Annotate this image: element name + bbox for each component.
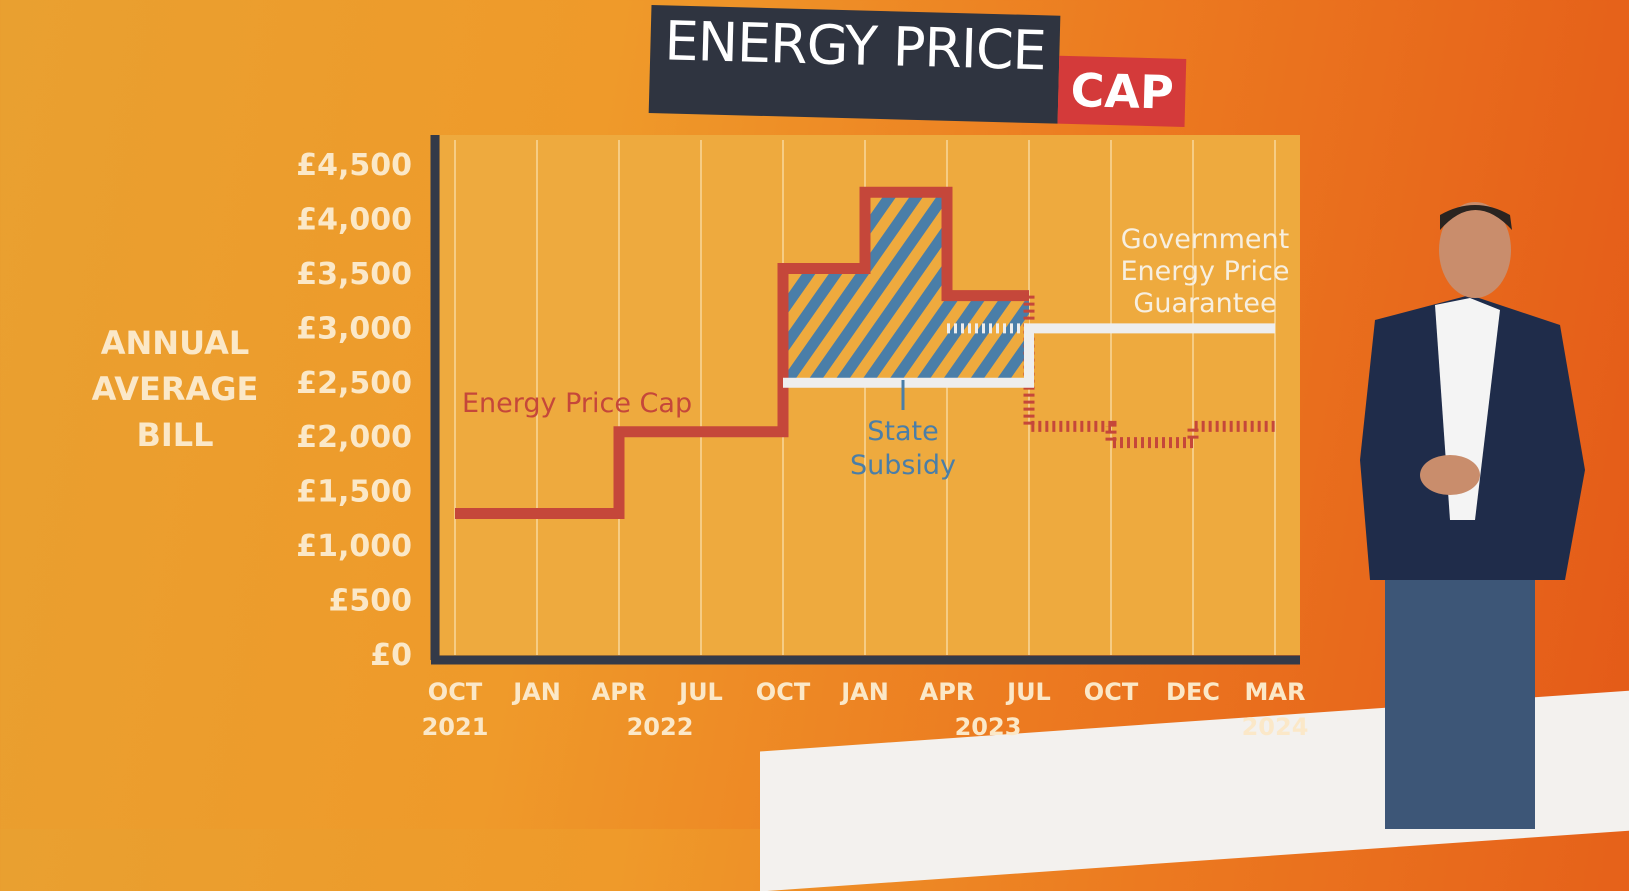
x-tick-label: APR xyxy=(920,678,975,706)
y-tick-label: £500 xyxy=(329,584,413,619)
y-tick-label: £3,000 xyxy=(296,311,412,346)
state-subsidy-area xyxy=(865,192,947,383)
annotation-epg-2: Energy Price xyxy=(1121,256,1290,287)
annotation-epg-1: Government xyxy=(1121,224,1289,255)
x-tick-label: JAN xyxy=(839,678,889,706)
y-tick-label: £4,500 xyxy=(296,148,412,183)
annotation-energy-price-cap: Energy Price Cap xyxy=(462,388,692,419)
x-tick-label: JAN xyxy=(511,678,561,706)
x-year-label: 2021 xyxy=(422,713,489,741)
y-axis-label: ANNUAL AVERAGE BILL xyxy=(91,324,259,454)
x-tick-label: JUL xyxy=(1005,678,1051,706)
state-subsidy-area xyxy=(783,268,865,383)
y-tick-label: £1,500 xyxy=(296,475,412,510)
y-tick-label: £4,000 xyxy=(296,202,412,237)
series-line-energy-price-cap xyxy=(455,186,1029,519)
chart: OCT JAN APR JUL OCT JAN APR JUL OCT DEC MAR 2021 202… xyxy=(296,135,1585,829)
y-tick-label: £3,500 xyxy=(296,257,412,292)
x-tick-label: OCT xyxy=(756,678,811,706)
series-line-government-energy-price-guarantee xyxy=(783,323,1275,388)
x-year-label: 2023 xyxy=(955,713,1022,741)
x-tick-label: OCT xyxy=(1084,678,1139,706)
y-tick-label: £2,000 xyxy=(296,420,412,455)
annotation-subsidy: Subsidy xyxy=(850,450,956,481)
presenter xyxy=(1360,202,1585,829)
y-tick-label: £0 xyxy=(370,638,412,673)
x-year-label: 2024 xyxy=(1242,713,1309,741)
state-subsidy-area xyxy=(947,295,1029,383)
y-tick-label: £1,000 xyxy=(296,529,412,564)
x-tick-label: OCT xyxy=(428,678,483,706)
x-tick-label: MAR xyxy=(1245,678,1306,706)
x-tick-label: JUL xyxy=(677,678,723,706)
x-tick-label: APR xyxy=(592,678,647,706)
y-tick-label: £2,500 xyxy=(296,366,412,401)
annotation-state: State xyxy=(867,416,938,447)
x-tick-label: DEC xyxy=(1166,678,1220,706)
x-year-label: 2022 xyxy=(627,713,694,741)
annotation-epg-3: Guarantee xyxy=(1133,288,1276,319)
